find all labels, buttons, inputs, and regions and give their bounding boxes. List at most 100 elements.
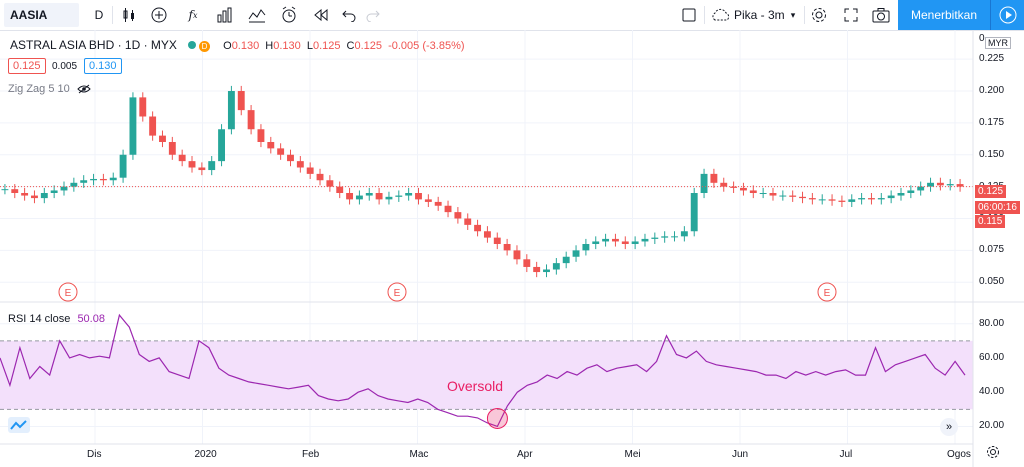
fullscreen-box-icon[interactable] <box>678 4 700 26</box>
alert-clock-icon[interactable] <box>278 4 300 26</box>
price-tick: 0.225 <box>979 53 1005 65</box>
play-icon[interactable] <box>990 0 1024 30</box>
rsi-tick: 40.00 <box>979 386 1005 398</box>
candle-body <box>385 196 393 200</box>
ohlc-high-label: H <box>265 40 274 52</box>
candle-body <box>503 244 511 251</box>
chart-settings-gear-icon[interactable] <box>986 445 1000 464</box>
symbol-search[interactable]: AASIA <box>4 3 79 27</box>
price-axis-top: 0 <box>979 33 985 44</box>
countdown-tag: 06:00:16 <box>975 201 1020 214</box>
candle-body <box>90 178 97 181</box>
eye-hidden-icon[interactable] <box>77 83 91 95</box>
candle-body <box>956 184 964 187</box>
candle-body <box>434 201 442 206</box>
price-tick: 0.200 <box>979 85 1005 96</box>
earnings-marker <box>58 282 78 302</box>
candle-body <box>464 218 472 225</box>
ohlc-open: 0.130 <box>231 40 260 52</box>
candle-body <box>710 173 718 183</box>
ask-badge[interactable]: 0.130 <box>84 58 122 74</box>
templates-icon[interactable] <box>246 4 268 26</box>
candle-body <box>208 161 216 171</box>
candle-body <box>680 231 688 237</box>
currency-label[interactable]: MYR <box>985 37 1011 49</box>
gear-icon[interactable] <box>808 4 830 26</box>
candle-body <box>730 186 738 188</box>
candle-body <box>31 195 38 199</box>
market-status-dot <box>188 41 196 49</box>
rsi-band-fill <box>0 340 973 410</box>
candle-body <box>474 224 482 232</box>
candle-body <box>936 182 944 186</box>
candle-body <box>651 237 659 239</box>
candle-body <box>80 180 88 183</box>
undo-icon[interactable] <box>338 4 360 26</box>
candle-body <box>868 198 875 200</box>
candle-body <box>671 236 678 238</box>
annotation-text[interactable]: Oversold <box>447 378 504 394</box>
expand-icon[interactable] <box>840 4 862 26</box>
time-tick: Ogos <box>947 449 971 460</box>
candle-body <box>641 238 649 242</box>
candle-body <box>562 256 570 264</box>
candle-body <box>218 129 226 162</box>
price-tick: 0.050 <box>979 276 1005 288</box>
candle-body <box>917 186 925 191</box>
price-tick: 0.075 <box>979 244 1005 256</box>
candle-body <box>789 195 797 197</box>
candle-body <box>129 97 137 155</box>
candle-body <box>306 167 314 174</box>
compare-add-icon[interactable] <box>148 4 170 26</box>
rsi-line <box>0 313 966 428</box>
time-tick: Jun <box>732 449 749 460</box>
rsi-tick: 80.00 <box>979 317 1005 329</box>
candle-body <box>198 167 206 171</box>
layout-selector[interactable]: Pika - 3m ▾ <box>710 4 802 26</box>
tradingview-logo-icon[interactable] <box>8 417 30 433</box>
redo-icon[interactable] <box>362 4 384 26</box>
candle-body <box>611 238 619 242</box>
chevron-down-icon: ▾ <box>790 9 796 20</box>
candle-body <box>739 187 747 191</box>
candle-body <box>424 199 432 202</box>
candle-body <box>582 244 590 251</box>
candle-body <box>799 196 806 199</box>
time-tick: Mac <box>409 449 429 460</box>
candle-type-icon[interactable] <box>118 4 140 26</box>
bid-badge[interactable]: 0.125 <box>8 58 46 74</box>
candle-body <box>159 135 166 142</box>
candle-body <box>592 241 600 244</box>
candle-body <box>621 241 629 244</box>
bar-chart-icon[interactable] <box>214 4 236 26</box>
candle-body <box>523 259 531 267</box>
candle-body <box>543 269 550 273</box>
candle-body <box>70 182 78 187</box>
camera-icon[interactable] <box>870 4 892 26</box>
oversold-annotation <box>486 407 508 429</box>
candle-body <box>513 250 521 260</box>
last-price-tag: 0.125 <box>975 185 1007 198</box>
zigzag-legend: Zig Zag 5 10 <box>8 83 91 95</box>
candle-body <box>759 193 767 194</box>
candle-body <box>552 263 560 270</box>
divider <box>112 6 113 24</box>
main-legend: ASTRAL ASIA BHD · 1D · MYX D O0.130 H0.1… <box>10 38 465 52</box>
interval-button[interactable]: D <box>94 8 104 22</box>
candle-body <box>60 186 68 191</box>
earnings-marker-label: E <box>65 288 72 299</box>
zigzag-label: Zig Zag 5 10 <box>8 83 70 95</box>
publish-button[interactable]: Menerbitkan <box>898 0 990 30</box>
scroll-right-icon[interactable]: » <box>940 418 958 436</box>
replay-icon[interactable] <box>310 4 332 26</box>
ohlc-high: 0.130 <box>273 40 301 52</box>
candle-body <box>533 266 541 273</box>
price-tick: 0.150 <box>979 148 1005 160</box>
rsi-tick: 20.00 <box>979 420 1005 432</box>
candle-body <box>720 182 728 187</box>
layout-label: Pika - 3m <box>734 8 785 22</box>
candle-body <box>11 189 19 193</box>
candle-body <box>237 91 245 111</box>
